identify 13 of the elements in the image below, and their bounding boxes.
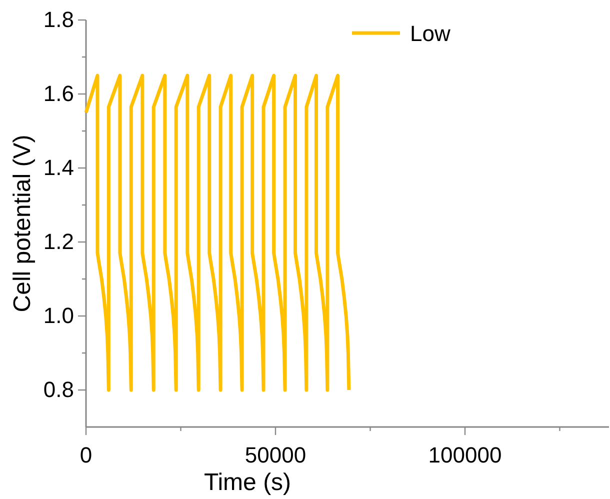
y-tick-label: 1.4 — [43, 155, 74, 180]
y-tick-label: 1.6 — [43, 81, 74, 106]
y-tick-label: 0.8 — [43, 377, 74, 402]
y-tick-label: 1.8 — [43, 7, 74, 32]
x-tick-label: 100000 — [428, 442, 502, 468]
x-axis-title: Time (s) — [204, 469, 292, 496]
x-tick-label: 0 — [80, 442, 92, 468]
y-tick-label: 1.2 — [43, 229, 74, 254]
line-series — [84, 74, 351, 392]
legend-label: Low — [410, 21, 450, 46]
text: 1.0 — [43, 303, 74, 328]
x-tick-label: 50000 — [244, 442, 306, 468]
y-axis-title: Cell potential (V) — [9, 134, 36, 312]
